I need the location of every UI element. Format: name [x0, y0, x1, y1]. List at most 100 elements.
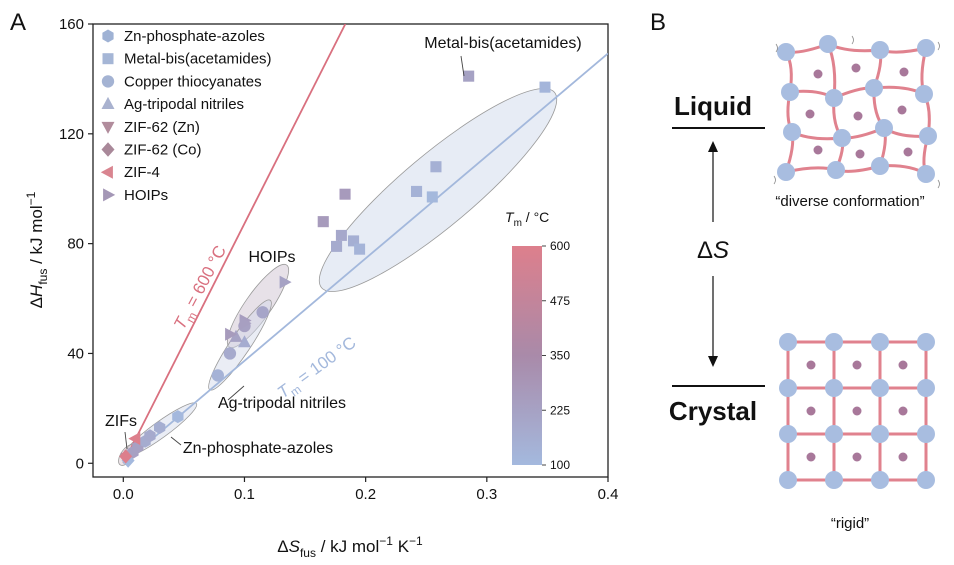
annotation-leader [124, 431, 128, 450]
point [128, 432, 141, 446]
guest [903, 147, 913, 157]
label-part: K [393, 537, 410, 556]
node [865, 79, 883, 97]
point [119, 449, 133, 464]
point [256, 306, 269, 319]
label-part: m [514, 218, 522, 229]
annotation: Zn-phosphate-azoles [183, 440, 333, 457]
plot-frame [92, 23, 609, 478]
point [279, 275, 292, 289]
y-tick-label: 80 [67, 236, 84, 253]
guest [852, 406, 862, 416]
node [779, 425, 797, 443]
annotation-leader [170, 436, 182, 446]
point [238, 335, 251, 348]
node [915, 85, 933, 103]
guest [899, 67, 909, 77]
y-tick-label: 0 [76, 455, 84, 472]
y-axis-label: ΔHfus / kJ mol−1 [24, 191, 50, 308]
legend-label: ZIF-62 (Co) [124, 142, 202, 159]
state-label: Crystal [669, 396, 757, 426]
panel-label: A [10, 9, 26, 36]
point [331, 240, 343, 252]
node [783, 123, 801, 141]
node [825, 333, 843, 351]
point [335, 229, 347, 241]
x-tick-label: 0.4 [598, 486, 619, 503]
x-tick-label: 0.0 [113, 486, 134, 503]
label-part: −1 [409, 534, 423, 548]
vibration-mark [773, 175, 776, 185]
point [225, 327, 238, 341]
colorbar-tick-label: 475 [550, 294, 570, 308]
point [229, 329, 243, 342]
label-part: S [289, 537, 301, 556]
legend-marker [101, 121, 115, 134]
guest [897, 105, 907, 115]
reference-line [122, 24, 347, 464]
guest [852, 360, 862, 370]
state-label: Liquid [674, 91, 752, 121]
legend-label: ZIF-4 [124, 164, 160, 181]
guest [805, 109, 815, 119]
guest [806, 406, 816, 416]
legend-label: Zn-phosphate-azoles [124, 28, 265, 45]
node [833, 129, 851, 147]
vibration-mark [937, 41, 940, 51]
arrow-head [708, 356, 718, 367]
y-tick-label: 160 [59, 16, 84, 33]
node [917, 471, 935, 489]
point [539, 81, 551, 93]
legend-marker [101, 142, 115, 157]
crystal-lattice [779, 333, 935, 489]
node [917, 425, 935, 443]
node [779, 379, 797, 397]
node [819, 35, 837, 53]
guest [806, 452, 816, 462]
reference-label: Tm = 600 °C [170, 242, 233, 334]
label-part: / °C [522, 209, 549, 225]
node [825, 89, 843, 107]
x-tick-label: 0.1 [234, 486, 255, 503]
point [354, 243, 366, 255]
point [144, 429, 156, 443]
annotation-leader [460, 55, 465, 77]
point [172, 410, 184, 424]
label-part: Δ [277, 537, 288, 556]
node [781, 83, 799, 101]
entropy-label: ΔS [697, 237, 729, 264]
node [779, 333, 797, 351]
label-part: = 100 °C [290, 333, 359, 390]
colorbar-tick-label: 600 [550, 239, 570, 253]
legend-marker [102, 29, 114, 43]
label-part: fus [36, 269, 50, 285]
point [430, 161, 442, 173]
x-tick-label: 0.2 [355, 486, 376, 503]
node [871, 425, 889, 443]
node [875, 119, 893, 137]
vibration-mark [937, 179, 940, 189]
node [871, 471, 889, 489]
colorbar-title: Tm / °C [505, 209, 549, 229]
node [871, 379, 889, 397]
label-part: Δ [27, 297, 46, 308]
node [827, 161, 845, 179]
node [871, 333, 889, 351]
annotation-leader [227, 385, 245, 401]
reference-line [122, 52, 608, 464]
legend-label: ZIF-62 (Zn) [124, 119, 200, 136]
label-part: H [27, 284, 46, 297]
diagram: Liquid Crystal ΔS “diverse conformation”… [669, 35, 940, 532]
annotation: HOIPs [248, 249, 295, 266]
node [917, 39, 935, 57]
node [871, 41, 889, 59]
vibration-mark [851, 35, 854, 45]
colorbar-tick-label: 100 [550, 458, 570, 472]
group-outline [318, 88, 558, 292]
colorbar-tick-label: 225 [550, 403, 570, 417]
group-outline [227, 263, 289, 349]
point [463, 70, 475, 82]
colorbar-tick-label: 350 [550, 349, 570, 363]
legend-label: HOIPs [124, 187, 168, 204]
label-part: fus [300, 546, 316, 560]
